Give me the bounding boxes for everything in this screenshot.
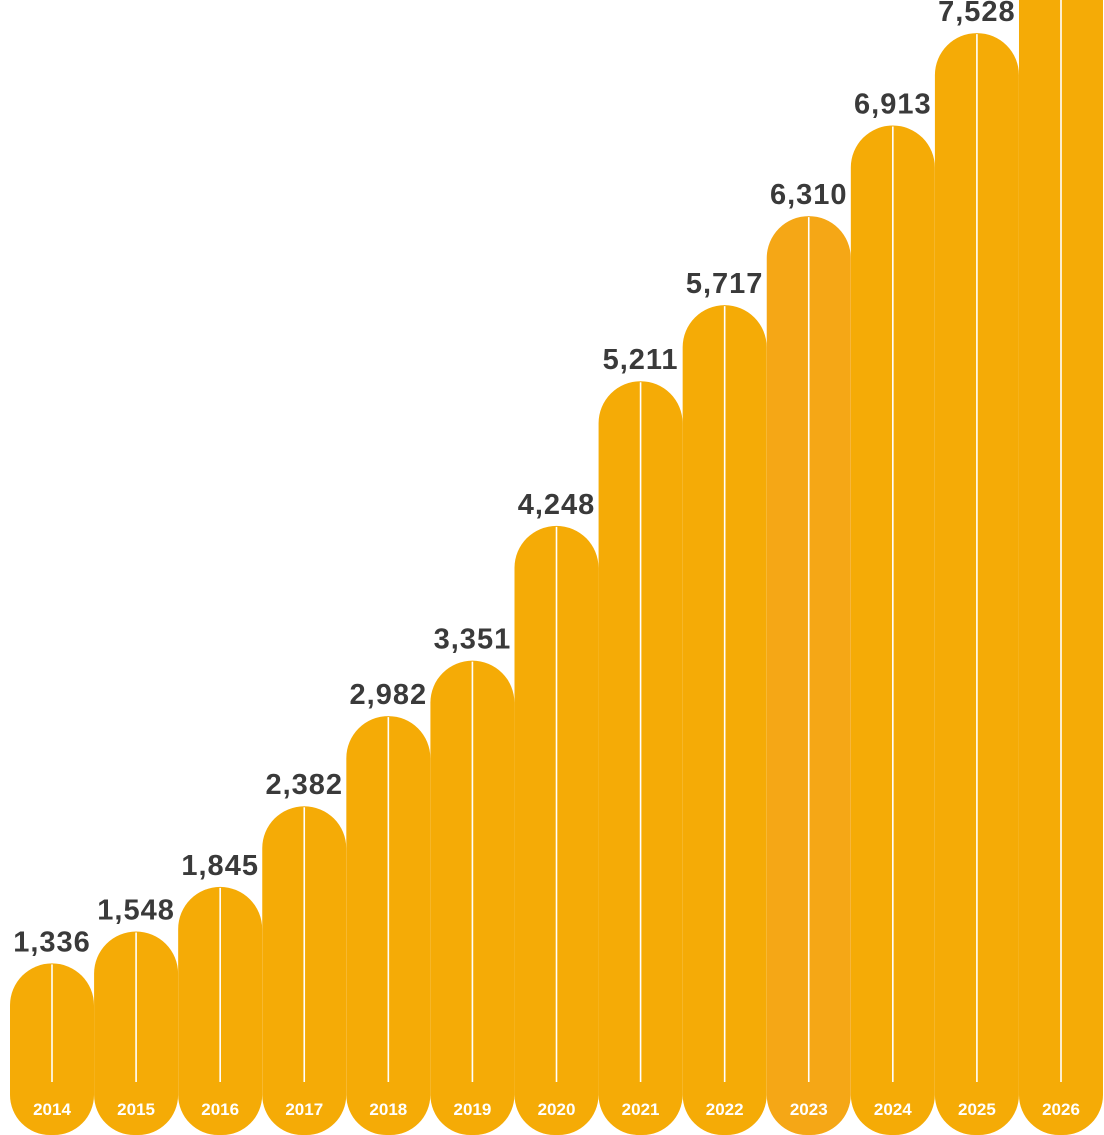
value-label-2022: 5,717 [686,268,764,300]
bar-group-2026: 8,1482026 [1019,0,1103,1135]
category-label-2021: 2021 [622,1100,660,1119]
category-label-2014: 2014 [33,1100,71,1119]
value-label-2020: 4,248 [518,489,596,521]
value-label-2016: 1,845 [181,850,259,882]
category-label-2025: 2025 [958,1100,996,1119]
value-label-2025: 7,528 [938,0,1016,28]
value-label-2014: 1,336 [13,926,91,958]
bar-group-2023: 6,310 2023 [766,179,851,1135]
category-label-2016: 2016 [201,1100,239,1119]
category-label-2017: 2017 [285,1100,323,1119]
value-label-2021: 5,211 [603,344,679,376]
category-label-2026: 2026 [1042,1100,1080,1119]
value-label-2023: 6,310 [770,179,848,211]
category-label-2015: 2015 [117,1100,155,1119]
category-label-2018: 2018 [369,1100,407,1119]
category-label-2020: 2020 [538,1100,576,1119]
bar-group-2019: 3,351 2019 [430,624,515,1135]
category-label-2022: 2022 [706,1100,744,1119]
bar-group-2025: 7,528 2025 [934,0,1019,1135]
value-label-2017: 2,382 [265,769,343,801]
value-label-2024: 6,913 [854,88,932,120]
bar-group-2016: 1,845 2016 [178,850,263,1135]
bar-group-2015: 1,548 2015 [94,895,179,1135]
category-label-2024: 2024 [874,1100,912,1119]
category-label-2019: 2019 [454,1100,492,1119]
bar-group-2018: 2,982 2018 [346,679,431,1135]
bar-group-2017: 2,382 2017 [262,769,347,1135]
value-label-2019: 3,351 [434,624,512,656]
bar-group-2021: 5,211 2021 [598,344,683,1135]
bar-group-2014: 1,336 2014 [10,926,94,1135]
category-label-2023: 2023 [790,1100,828,1119]
value-label-2015: 1,548 [97,895,175,927]
value-label-2018: 2,982 [350,679,428,711]
bar-group-2024: 6,913 2024 [850,88,935,1135]
bar-group-2020: 4,248 2020 [514,489,599,1135]
bar-group-2022: 5,717 2022 [682,268,767,1135]
